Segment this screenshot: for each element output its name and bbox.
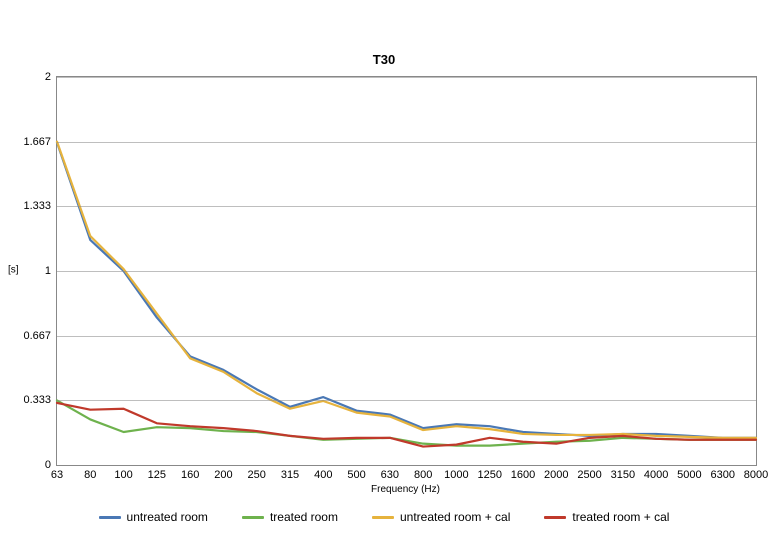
x-tick-label: 4000	[644, 469, 668, 481]
x-axis-title: Frequency (Hz)	[56, 484, 755, 495]
legend-item: untreated room + cal	[372, 510, 510, 524]
x-tick-label: 160	[181, 469, 199, 481]
x-tick-label: 125	[148, 469, 166, 481]
legend-label: treated room + cal	[572, 510, 669, 524]
y-tick-label: 1.333	[23, 200, 51, 212]
x-tick-label: 400	[314, 469, 332, 481]
x-tick-label: 2000	[544, 469, 568, 481]
gridline	[57, 400, 756, 401]
legend: untreated room treated room untreated room…	[0, 510, 768, 524]
x-tick-label: 800	[414, 469, 432, 481]
x-tick-label: 100	[114, 469, 132, 481]
legend-label: treated room	[270, 510, 338, 524]
t30-chart: T30 00.3330.66711.3331.66726380100125160…	[0, 0, 768, 542]
series-line	[57, 142, 756, 437]
legend-item: treated room + cal	[544, 510, 669, 524]
y-tick-label: 0.333	[23, 394, 51, 406]
legend-swatch	[544, 516, 566, 519]
gridline	[57, 142, 756, 143]
x-tick-label: 3150	[611, 469, 635, 481]
y-tick-label: 1.667	[23, 136, 51, 148]
x-tick-label: 80	[84, 469, 96, 481]
x-tick-label: 1250	[477, 469, 501, 481]
x-tick-label: 500	[347, 469, 365, 481]
y-tick-label: 1	[45, 265, 51, 277]
series-line	[57, 142, 756, 438]
legend-swatch	[372, 516, 394, 519]
y-tick-label: 0.667	[23, 330, 51, 342]
plot-area: 00.3330.66711.3331.667263801001251602002…	[56, 76, 757, 466]
x-tick-label: 250	[248, 469, 266, 481]
x-tick-label: 6300	[710, 469, 734, 481]
x-tick-label: 5000	[677, 469, 701, 481]
legend-swatch	[99, 516, 121, 519]
legend-item: untreated room	[99, 510, 208, 524]
x-tick-label: 630	[381, 469, 399, 481]
y-axis-title: [s]	[8, 265, 19, 276]
x-tick-label: 63	[51, 469, 63, 481]
chart-title: T30	[0, 52, 768, 67]
legend-swatch	[242, 516, 264, 519]
x-tick-label: 315	[281, 469, 299, 481]
gridline	[57, 271, 756, 272]
x-tick-label: 8000	[744, 469, 768, 481]
gridline	[57, 77, 756, 78]
legend-label: untreated room + cal	[400, 510, 510, 524]
x-tick-label: 1000	[444, 469, 468, 481]
gridline	[57, 206, 756, 207]
x-tick-label: 1600	[511, 469, 535, 481]
x-tick-label: 2500	[577, 469, 601, 481]
gridline	[57, 336, 756, 337]
legend-item: treated room	[242, 510, 338, 524]
x-tick-label: 200	[214, 469, 232, 481]
legend-label: untreated room	[127, 510, 208, 524]
y-tick-label: 2	[45, 71, 51, 83]
